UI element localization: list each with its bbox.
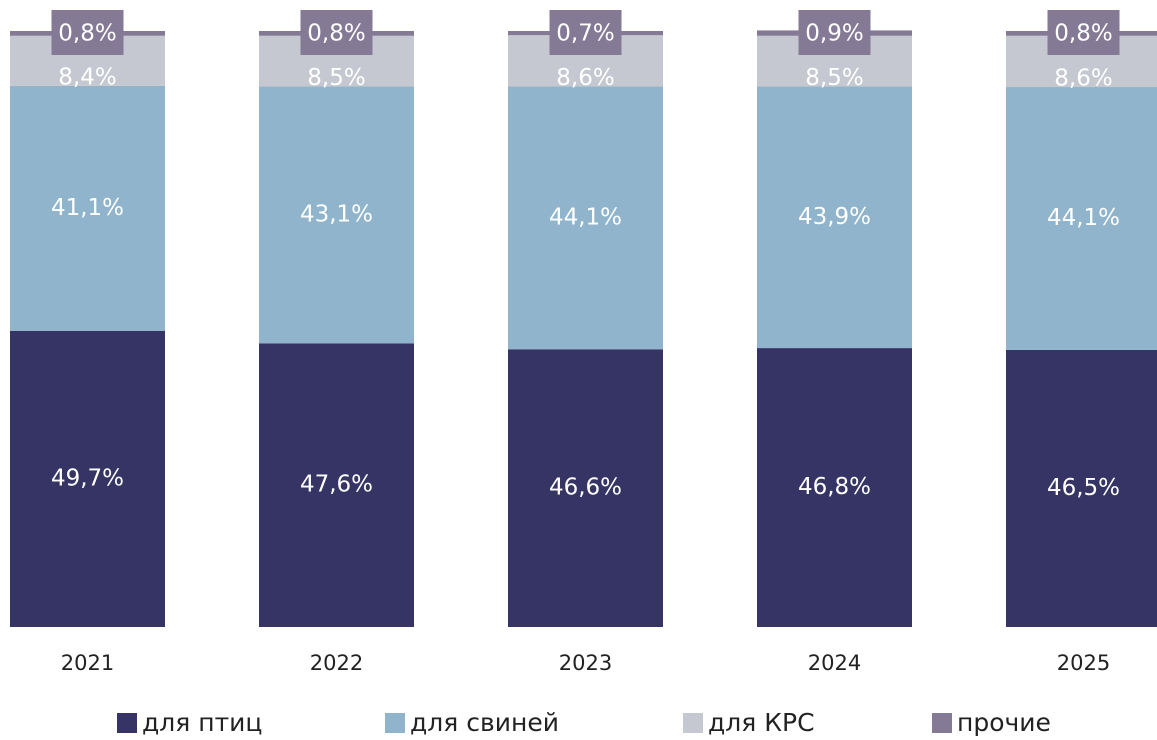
- value-label: 44,1%: [1047, 205, 1120, 231]
- bar-segment: [757, 348, 912, 627]
- legend-swatch: [683, 713, 703, 733]
- bar-segment: [10, 330, 165, 627]
- legend-swatch: [117, 713, 137, 733]
- legend-label: для свиней: [410, 708, 559, 737]
- x-tick-label: 2021: [61, 651, 114, 675]
- value-label: 46,6%: [549, 475, 622, 501]
- legend-swatch: [385, 713, 405, 733]
- value-label: 8,6%: [556, 65, 614, 91]
- legend-label: для КРС: [708, 708, 815, 737]
- value-label: 43,1%: [300, 201, 373, 227]
- value-label: 8,6%: [1054, 66, 1112, 92]
- label-box: [1047, 10, 1120, 55]
- value-label: 8,4%: [58, 64, 116, 90]
- legend-swatch: [932, 713, 952, 733]
- value-label: 0,8%: [307, 21, 365, 47]
- x-tick-label: 2023: [559, 651, 612, 675]
- bar-segment: [1006, 87, 1157, 350]
- value-label: 0,7%: [556, 21, 614, 47]
- value-label: 46,8%: [798, 474, 871, 500]
- value-label: 0,8%: [58, 21, 116, 47]
- legend-label: для птиц: [142, 708, 262, 737]
- value-label: 49,7%: [51, 465, 124, 491]
- x-tick-label: 2022: [310, 651, 363, 675]
- value-label: 8,5%: [307, 65, 365, 91]
- label-box: [300, 10, 373, 55]
- bar-segment: [259, 343, 414, 627]
- bar-segment: [757, 86, 912, 349]
- value-label: 43,9%: [798, 204, 871, 230]
- label-box: [549, 10, 622, 55]
- bar-segment: [508, 86, 663, 350]
- value-label: 41,1%: [51, 195, 124, 221]
- bar-segment: [508, 349, 663, 627]
- legend-label: прочие: [957, 708, 1051, 737]
- bar-segment: [10, 85, 165, 331]
- x-tick-label: 2024: [808, 651, 861, 675]
- value-label: 8,5%: [805, 65, 863, 91]
- value-label: 0,8%: [1054, 21, 1112, 47]
- x-tick-label: 2025: [1057, 651, 1110, 675]
- bar-segment: [1006, 349, 1157, 627]
- value-label: 44,1%: [549, 204, 622, 230]
- label-box: [798, 10, 871, 55]
- label-box: [51, 10, 124, 55]
- value-label: 0,9%: [805, 21, 863, 47]
- value-label: 46,5%: [1047, 475, 1120, 501]
- bar-segment: [259, 86, 414, 344]
- value-label: 47,6%: [300, 472, 373, 498]
